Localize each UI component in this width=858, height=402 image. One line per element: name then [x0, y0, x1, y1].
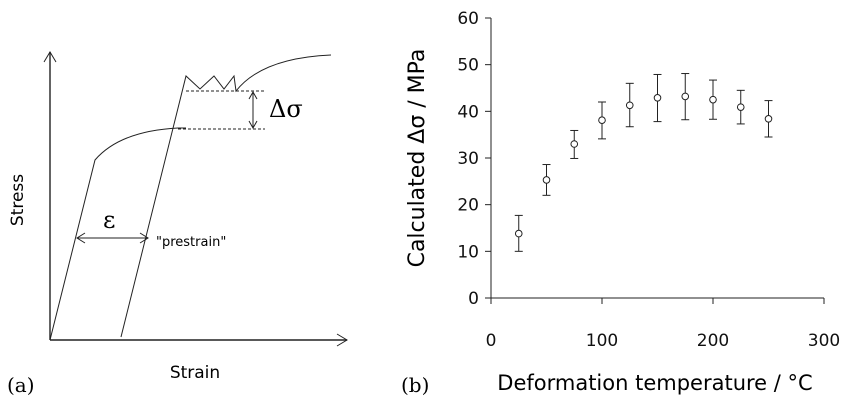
- delta-sigma-arrowhead-top: [248, 90, 258, 100]
- data-point: [570, 140, 579, 148]
- epsilon-arrowhead-right: [139, 232, 149, 244]
- y-tick-label: 50: [457, 56, 479, 76]
- panel-a-label: (a): [7, 373, 35, 397]
- data-point: [625, 101, 634, 110]
- data-point: [681, 92, 690, 101]
- strain-axis-arrowhead: [336, 333, 348, 347]
- x-axis-title: Deformation temperature / °C: [497, 371, 812, 395]
- epsilon-arrowhead-left: [76, 232, 86, 244]
- y-tick-label: 60: [457, 9, 479, 29]
- x-ticks: 0 100 200 300: [486, 298, 840, 351]
- data-point: [598, 116, 606, 124]
- prestrain-label: "prestrain": [156, 235, 226, 250]
- data-point: [653, 94, 662, 102]
- y-axis-title: Calculated Δσ / MPa: [405, 49, 430, 268]
- epsilon-label: ε: [103, 206, 115, 234]
- stress-axis-label: Stress: [8, 174, 28, 226]
- x-tick-label: 100: [586, 331, 618, 351]
- data-point: [736, 103, 745, 111]
- data-point: [542, 176, 551, 184]
- stress-axis-arrowhead: [43, 51, 57, 63]
- strain-axis-label: Strain: [170, 363, 220, 383]
- data-points: [514, 73, 773, 252]
- y-tick-label: 10: [457, 242, 479, 262]
- data-point: [709, 95, 717, 104]
- panel-b-label: (b): [401, 373, 429, 397]
- data-point: [764, 115, 773, 123]
- x-tick-label: 0: [486, 331, 497, 351]
- y-tick-label: 30: [457, 149, 479, 169]
- delta-sigma-arrowhead-bottom: [248, 120, 258, 130]
- y-ticks: 0 10 20 30 40 50 60: [457, 9, 491, 309]
- reload-curve: [120, 54, 332, 338]
- data-point: [514, 229, 523, 238]
- chart-panel: 0 10 20 30 40 50 60 0 100 200 300 Calculated Δσ /…: [401, 9, 840, 397]
- delta-sigma-label: Δσ: [269, 95, 303, 123]
- y-tick-label: 40: [457, 102, 479, 122]
- x-tick-label: 200: [697, 331, 729, 351]
- schematic-panel: ε "prestrain" Δσ Stress Strain (a): [7, 51, 348, 397]
- prestrain-curve: [49, 127, 186, 341]
- y-tick-label: 0: [468, 289, 479, 309]
- x-tick-label: 300: [808, 331, 840, 351]
- y-tick-label: 20: [457, 196, 479, 216]
